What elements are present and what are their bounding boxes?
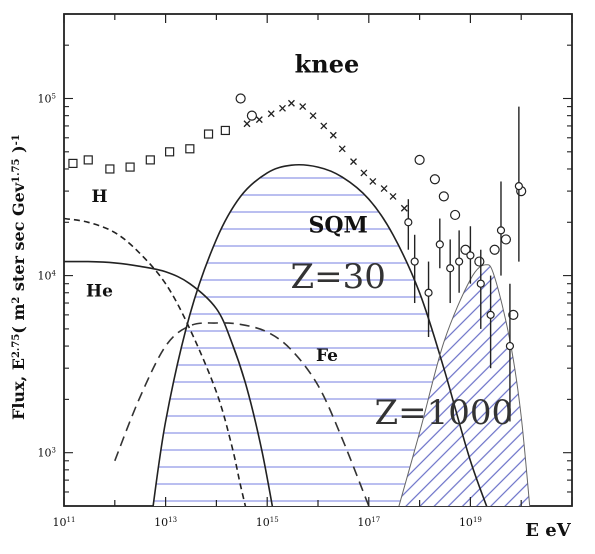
data-point-circle bbox=[489, 244, 500, 255]
tick-labels: 1011 1013 1015 1017 1019 103 104 105 bbox=[38, 92, 482, 529]
data-point-errorbar bbox=[476, 279, 485, 288]
x-tick-label: 1019 bbox=[459, 516, 482, 529]
annotation-label: knee bbox=[295, 50, 360, 79]
data-point-cross bbox=[400, 204, 408, 212]
data-point-circle bbox=[414, 154, 425, 166]
x-tick-label: 1013 bbox=[154, 516, 177, 529]
y-label-exp4: -1 bbox=[11, 134, 22, 145]
data-point-circle bbox=[500, 234, 512, 245]
data-point-cross bbox=[267, 110, 275, 118]
data-point-cross bbox=[279, 104, 286, 112]
data-point-square bbox=[203, 129, 214, 139]
data-point-square bbox=[68, 158, 78, 169]
chart-annotations: knee H He Fe SQM Z=30 Z=1000 bbox=[86, 50, 513, 433]
x-tick-label: 1015 bbox=[256, 516, 279, 529]
data-point-circle bbox=[429, 174, 440, 185]
series-line-2 bbox=[114, 322, 370, 506]
data-point-circle bbox=[246, 110, 258, 121]
annotation-label: Fe bbox=[316, 346, 338, 366]
data-point-cross bbox=[287, 99, 295, 107]
data-point-errorbar bbox=[404, 218, 413, 227]
y-tick-label: 104 bbox=[38, 270, 57, 283]
data-point-circle bbox=[450, 209, 461, 221]
y-label-mid1: ( m bbox=[9, 304, 28, 334]
data-point-square bbox=[83, 155, 93, 165]
data-point-errorbar bbox=[514, 182, 523, 191]
data-point-errorbar bbox=[410, 257, 419, 266]
data-point-errorbar bbox=[435, 240, 444, 249]
annotation-label: SQM bbox=[309, 213, 368, 239]
data-point-cross bbox=[299, 103, 307, 111]
data-point-cross bbox=[360, 169, 368, 177]
data-point-square bbox=[165, 147, 175, 157]
y-label-exp1: 2.75 bbox=[11, 334, 22, 358]
y-label-mid2: ster sec Gev bbox=[9, 182, 28, 296]
data-point-square bbox=[125, 162, 135, 172]
data-point-cross bbox=[389, 192, 397, 200]
data-point-square bbox=[220, 125, 230, 136]
y-tick-label: 105 bbox=[38, 92, 56, 105]
series-line-1 bbox=[64, 260, 274, 506]
series-line-4 bbox=[398, 264, 531, 506]
series-group bbox=[64, 163, 531, 506]
data-point-square bbox=[105, 164, 115, 174]
data-point-cross bbox=[243, 120, 251, 128]
x-axis-label: E eV bbox=[525, 520, 571, 541]
data-point-cross bbox=[369, 178, 377, 185]
y-label-suffix: ) bbox=[9, 145, 28, 158]
annotation-label: Z=30 bbox=[291, 257, 386, 297]
data-point-circle bbox=[508, 309, 519, 320]
x-tick-label: 1017 bbox=[357, 516, 380, 529]
y-tick-label: 103 bbox=[38, 447, 56, 460]
shaded-regions bbox=[150, 164, 532, 506]
data-point-errorbar bbox=[496, 226, 506, 235]
data-point-circle bbox=[235, 93, 246, 104]
data-point-circle bbox=[474, 256, 485, 267]
data-point-errorbar bbox=[424, 288, 433, 297]
x-tick-label: 1011 bbox=[53, 516, 76, 529]
data-point-errorbar bbox=[466, 251, 475, 260]
annotation-label: Z=1000 bbox=[375, 393, 514, 433]
data-point-square bbox=[145, 155, 155, 165]
shaded-region-horizontal bbox=[150, 164, 495, 506]
y-axis-label: Flux, E2.75( m2 ster sec Gev1.75 )-1 bbox=[9, 134, 28, 420]
data-point-circle bbox=[438, 191, 449, 202]
annotation-label: H bbox=[91, 187, 107, 207]
data-point-cross bbox=[350, 158, 357, 166]
data-markers bbox=[68, 93, 527, 422]
y-label-exp3: 1.75 bbox=[11, 158, 22, 182]
series-line-0 bbox=[64, 217, 247, 506]
data-point-square bbox=[185, 144, 195, 154]
data-point-cross bbox=[309, 112, 317, 120]
data-point-errorbar bbox=[505, 341, 515, 351]
data-point-cross bbox=[380, 185, 388, 193]
y-label-exp2: 2 bbox=[11, 297, 22, 304]
data-point-errorbar bbox=[446, 264, 455, 273]
shaded-region-diagonal bbox=[393, 264, 532, 506]
data-point-cross bbox=[320, 122, 328, 130]
axis-ticks bbox=[63, 13, 573, 507]
series-line-3 bbox=[152, 163, 488, 506]
data-point-errorbar bbox=[486, 310, 495, 319]
y-label-prefix: Flux, E bbox=[9, 358, 28, 420]
data-point-errorbar bbox=[455, 257, 464, 266]
data-point-cross bbox=[255, 116, 263, 124]
annotation-label: He bbox=[86, 282, 113, 302]
data-point-cross bbox=[329, 131, 337, 139]
data-point-cross bbox=[338, 145, 346, 153]
